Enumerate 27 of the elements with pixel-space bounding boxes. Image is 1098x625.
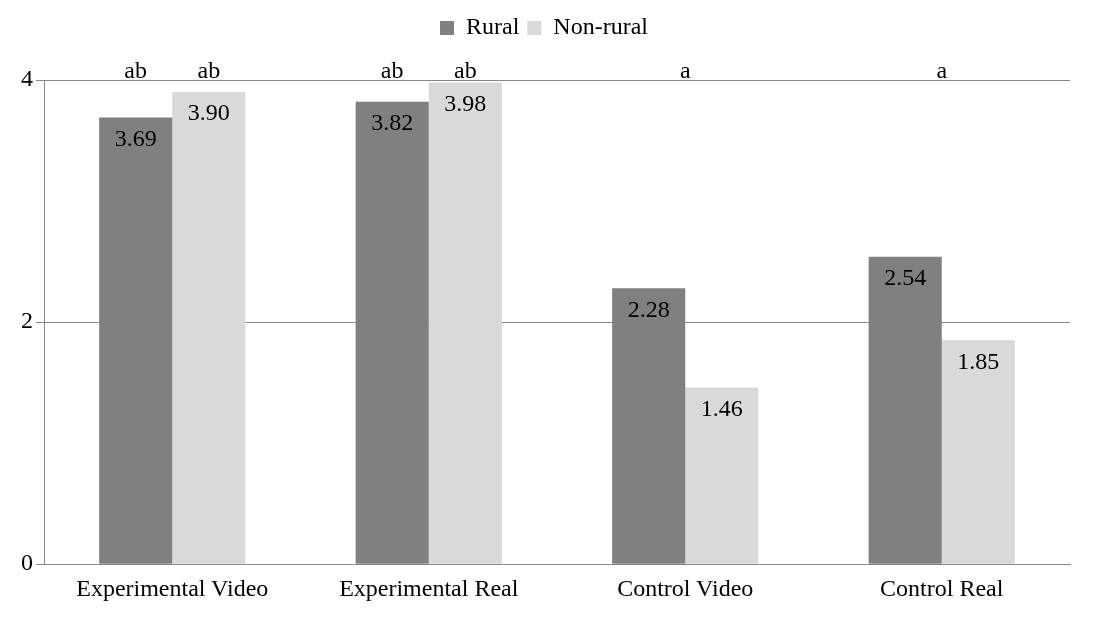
data-label: 3.98 [444, 89, 487, 116]
data-label: 3.82 [371, 109, 414, 136]
y-tick-label: 4 [21, 65, 33, 92]
data-label: 1.46 [700, 394, 743, 421]
bar [941, 340, 1015, 564]
data-label: 3.69 [114, 124, 157, 151]
annotation: ab [197, 57, 221, 84]
x-tick-label: Control Video [617, 574, 754, 601]
annotation: ab [453, 57, 477, 84]
bar [172, 92, 246, 564]
annotation: ab [124, 57, 148, 84]
annotation: a [679, 57, 691, 84]
x-tick-label: Experimental Real [339, 574, 519, 601]
data-label: 2.54 [884, 264, 927, 291]
legend-label: Non-rural [553, 13, 649, 40]
annotation: ab [380, 57, 404, 84]
data-label: 3.90 [187, 99, 230, 126]
data-label: 1.85 [957, 347, 1000, 374]
y-tick-label: 2 [21, 307, 33, 334]
data-label: 2.28 [627, 295, 670, 322]
annotation: a [936, 57, 948, 84]
bar [685, 387, 759, 564]
y-tick-label: 0 [21, 549, 33, 576]
bar [428, 82, 502, 564]
legend-label: Rural [466, 13, 520, 40]
x-tick-label: Control Real [880, 574, 1004, 601]
x-tick-label: Experimental Video [76, 574, 269, 601]
